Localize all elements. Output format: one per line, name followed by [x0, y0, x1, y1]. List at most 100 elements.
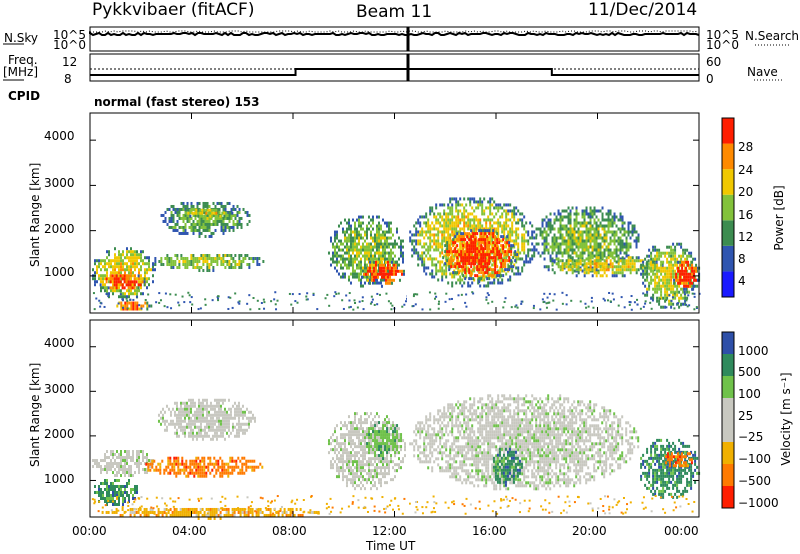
power-panel-echo-region	[442, 229, 519, 284]
power-colorbar-segment	[722, 143, 734, 170]
freq-label: Freq.	[8, 53, 38, 67]
freq-tick-top: 12	[62, 55, 78, 69]
power-ytick-2000: 2000	[44, 222, 75, 236]
velocity-panel-echo-region	[101, 507, 320, 520]
date-label: 11/Dec/2014	[588, 0, 698, 20]
power-colorbar-frame	[721, 117, 735, 298]
power-panel-echo-region	[327, 215, 404, 288]
velocity-panel	[89, 319, 701, 520]
power-cb-28: 28	[738, 140, 754, 154]
xlabel: Time UT	[366, 539, 416, 553]
noise-right-tick-top: 10^5	[706, 28, 739, 42]
xtick-2000: 20:00	[572, 524, 607, 538]
station-title: Pykkvibaer (fitACF)	[92, 0, 255, 20]
power-ytick-1000: 1000	[44, 265, 75, 279]
power-colorbar-segment	[722, 271, 734, 297]
power-panel-echo-region	[185, 208, 234, 218]
power-ylabel: Slant Range [km]	[28, 162, 42, 267]
noise-sky-line	[89, 31, 700, 37]
power-panel-echo-region	[99, 274, 146, 293]
power-colorbar-segment	[722, 169, 734, 195]
power-cb-24: 24	[738, 163, 754, 177]
velocity-colorbar-segment	[722, 442, 734, 464]
power-colorbar-segment	[722, 194, 734, 221]
velocity-panel-echo-region	[664, 452, 693, 468]
power-panel-echo-region	[543, 256, 664, 278]
velocity-panel-echo-region	[640, 438, 701, 499]
power-panel-echo-region	[673, 260, 700, 291]
power-ytick-4000: 4000	[44, 129, 75, 143]
velocity-colorbar-segment	[722, 420, 734, 442]
vel-cb-25: 25	[738, 409, 754, 423]
power-panel-echo-region	[640, 242, 701, 309]
vel-cb-m500: −500	[738, 474, 771, 488]
velocity-panel-echo-region	[492, 447, 523, 487]
power-panel	[89, 112, 701, 314]
velocity-panel-echo-region	[366, 421, 405, 461]
power-cb-8: 8	[738, 252, 746, 266]
power-colorbar-segment	[722, 118, 734, 144]
power-panel-scatter-points	[92, 291, 701, 311]
xtick-0000: 00:00	[72, 524, 107, 538]
xtick-1200: 12:00	[372, 524, 407, 538]
vel-ytick-4000: 4000	[44, 336, 75, 350]
xtick-2400: 00:00	[664, 524, 699, 538]
velocity-panel-scatter-points	[91, 495, 696, 515]
vel-ytick-3000: 3000	[44, 382, 75, 396]
velocity-panel-echo-region	[94, 478, 138, 506]
power-cb-label: Power [dB]	[772, 185, 786, 251]
freq-panel-frame	[89, 53, 700, 82]
colorbars	[721, 117, 735, 509]
nave-tick-bottom: 0	[706, 72, 714, 86]
velocity-colorbar-frame	[721, 331, 735, 509]
velocity-panel-echo-region	[409, 394, 640, 491]
power-panel-echo-region	[160, 201, 251, 238]
power-colorbar-segment	[722, 220, 734, 246]
vel-cb-100: 100	[738, 387, 761, 401]
xtick-0800: 08:00	[272, 524, 307, 538]
noise-right-tick-bottom: 10^0	[706, 38, 739, 52]
power-cb-20: 20	[738, 185, 754, 199]
vel-ytick-2000: 2000	[44, 427, 75, 441]
noise-search-line	[90, 30, 699, 33]
freq-unit-label: [MHz]	[3, 65, 39, 79]
vel-cb-label: Velocity [m s⁻¹]	[779, 372, 793, 466]
power-panel-echo-region	[116, 301, 153, 311]
nsky-label: N.Sky	[4, 31, 39, 45]
velocity-colorbar-segment	[722, 486, 734, 508]
beam-label: Beam 11	[356, 2, 433, 22]
vel-ytick-1000: 1000	[44, 472, 75, 486]
freq-line	[90, 68, 699, 76]
vel-cb-m100: −100	[738, 452, 771, 466]
velocity-panel-echo-region	[157, 398, 256, 441]
velocity-colorbar-segment	[722, 398, 734, 420]
velocity-colorbar-segment	[722, 332, 734, 354]
cpid-value: normal (fast stereo) 153	[94, 95, 260, 109]
parameter-panels	[3, 26, 790, 82]
velocity-panel-echo-region	[92, 450, 154, 478]
power-cb-12: 12	[738, 230, 754, 244]
vel-cb-m1000: −1000	[738, 496, 779, 510]
nave-label: Nave	[747, 65, 778, 79]
power-panel-echo-region	[360, 260, 405, 288]
vel-cb-m25: −25	[738, 430, 764, 444]
velocity-panel-echo-region	[327, 412, 406, 491]
power-cb-16: 16	[738, 208, 754, 222]
nave-tick-top: 60	[706, 55, 722, 69]
power-colorbar-segment	[722, 245, 734, 272]
power-cb-4: 4	[738, 274, 746, 288]
cpid-label: CPID	[8, 89, 41, 103]
velocity-colorbar-segment	[722, 376, 734, 398]
velocity-panel-echo-region	[145, 456, 264, 478]
noise-left-tick-bottom: 10^0	[53, 38, 86, 52]
vel-ylabel: Slant Range [km]	[28, 362, 42, 467]
vel-cb-1000: 1000	[738, 344, 769, 358]
power-panel-echo-region	[152, 254, 265, 273]
power-ytick-3000: 3000	[44, 176, 75, 190]
noise-panel-frame	[89, 26, 700, 52]
velocity-colorbar-segment	[722, 354, 734, 376]
vel-cb-500: 500	[738, 365, 761, 379]
velocity-colorbar-segment	[722, 464, 734, 486]
nsearch-label: N.Search	[745, 29, 800, 43]
